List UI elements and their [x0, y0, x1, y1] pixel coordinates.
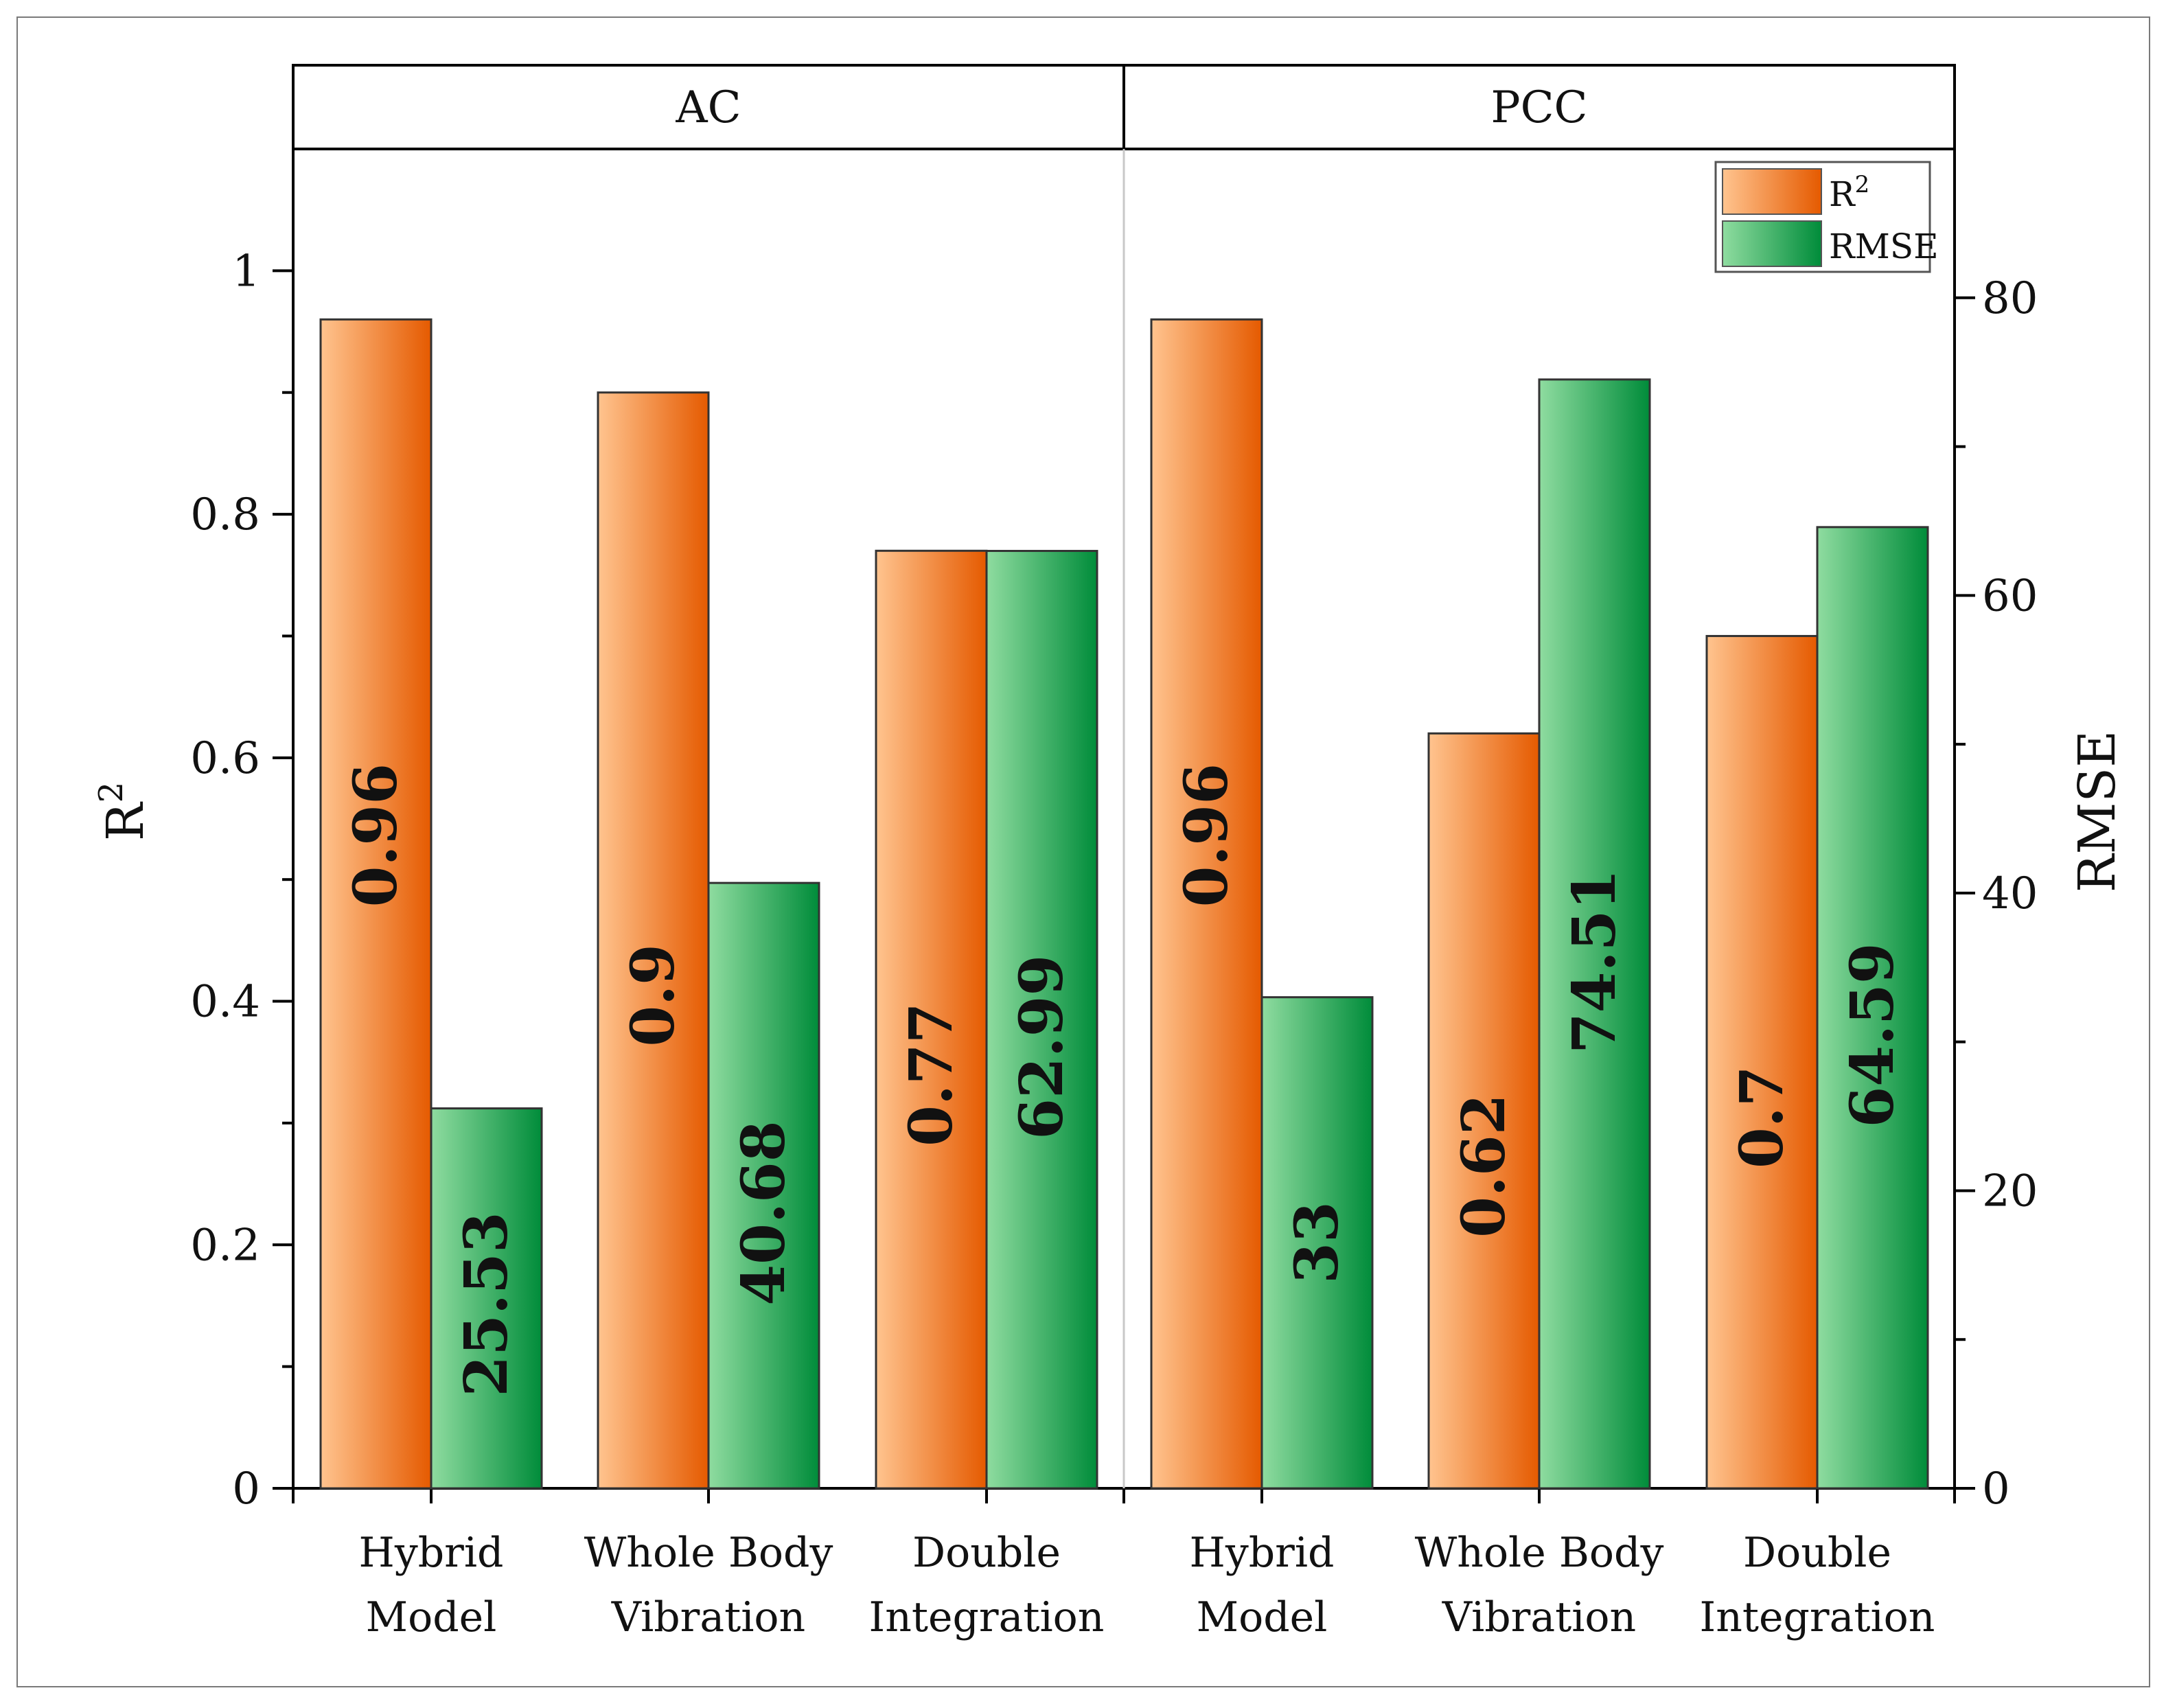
bar-rmse-pcc-3: [1816, 526, 1929, 1490]
y-left-title-sup: 2: [92, 782, 130, 803]
category-label: Hybrid: [1190, 1529, 1335, 1577]
category-label: Whole Body: [584, 1529, 833, 1577]
x-axis-ticks: [292, 1488, 1956, 1503]
legend: R2 RMSE: [1714, 161, 1939, 273]
left-tick-label: 0: [232, 1464, 260, 1514]
category-labels: Hybrid Model Whole Body Vibration Double Inte…: [359, 1529, 1935, 1641]
bar-rmse-ac-3: [985, 550, 1098, 1490]
left-tick-label: 0.8: [190, 489, 260, 540]
legend-swatch-r2: [1722, 168, 1822, 215]
right-tick-label: 20: [1982, 1166, 2038, 1216]
legend-label-rmse: RMSE: [1829, 227, 1939, 266]
category-label: Integration: [869, 1593, 1105, 1641]
legend-swatch-rmse: [1722, 220, 1822, 267]
label-r2-pcc-1: 0.96: [1172, 763, 1241, 907]
label-rmse-ac-1: 25.53: [452, 1212, 521, 1396]
panel-title-ac: AC: [675, 82, 741, 133]
label-r2-ac-3: 0.77: [897, 1002, 966, 1146]
category-label: Vibration: [611, 1593, 805, 1641]
label-rmse-pcc-2: 74.51: [1560, 869, 1629, 1054]
legend-label-r2-sup: 2: [1855, 171, 1870, 198]
figure-frame: [16, 16, 2150, 1687]
label-r2-ac-1: 0.96: [341, 763, 411, 907]
bar-r2-pcc-3: [1705, 634, 1819, 1490]
right-axis-ticks: 0 20 40 60 80: [1955, 273, 2038, 1514]
bar-rmse-pcc-1: [1260, 996, 1374, 1490]
legend-label-r2: R2: [1829, 171, 1869, 214]
bar-rmse-ac-1: [430, 1107, 543, 1490]
bar-r2-ac-1: [319, 318, 433, 1490]
category-label: Model: [1197, 1593, 1328, 1641]
label-r2-pcc-3: 0.7: [1727, 1065, 1797, 1168]
left-axis-ticks: 0 0.2 0.4 0.6 0.8 1: [190, 246, 293, 1514]
bars: [319, 318, 1929, 1490]
bar-r2-pcc-1: [1150, 318, 1263, 1490]
right-tick-label: 60: [1982, 570, 2038, 621]
category-label: Vibration: [1442, 1593, 1636, 1641]
right-tick-label: 0: [1982, 1464, 2010, 1514]
label-r2-pcc-2: 0.62: [1449, 1094, 1519, 1237]
bar-labels: 0.96 25.53 0.9 40.68 0.77 62.99 0.96 33 0.62 74.5…: [341, 763, 1907, 1397]
left-tick-label: 0.4: [190, 977, 260, 1028]
left-tick-label: 1: [232, 246, 260, 297]
category-label: Model: [366, 1593, 497, 1641]
left-tick-label: 0.2: [190, 1220, 260, 1271]
bar-rmse-ac-2: [707, 881, 820, 1490]
legend-label-r2-base: R: [1829, 174, 1856, 214]
category-label: Integration: [1700, 1593, 1935, 1641]
label-rmse-ac-3: 62.99: [1007, 955, 1076, 1140]
y-left-title-base: R: [96, 801, 155, 841]
bar-r2-ac-3: [875, 549, 988, 1490]
label-rmse-pcc-3: 64.59: [1838, 943, 1907, 1127]
right-tick-label: 40: [1982, 868, 2038, 919]
panel-title-pcc: PCC: [1491, 82, 1588, 133]
category-label: Double: [1743, 1529, 1891, 1577]
bar-r2-ac-2: [597, 391, 710, 1490]
label-rmse-ac-2: 40.68: [729, 1120, 798, 1305]
y-left-title: R2: [92, 782, 155, 841]
category-label: Whole Body: [1415, 1529, 1664, 1577]
category-label: Hybrid: [359, 1529, 504, 1577]
label-rmse-pcc-1: 33: [1282, 1201, 1352, 1284]
bar-r2-pcc-2: [1427, 732, 1541, 1490]
label-r2-ac-2: 0.9: [619, 944, 688, 1047]
bar-rmse-pcc-2: [1538, 378, 1651, 1490]
category-label: Double: [912, 1529, 1061, 1577]
y-right-title: RMSE: [2068, 730, 2127, 892]
right-tick-label: 80: [1982, 273, 2038, 324]
left-tick-label: 0.6: [190, 733, 260, 784]
